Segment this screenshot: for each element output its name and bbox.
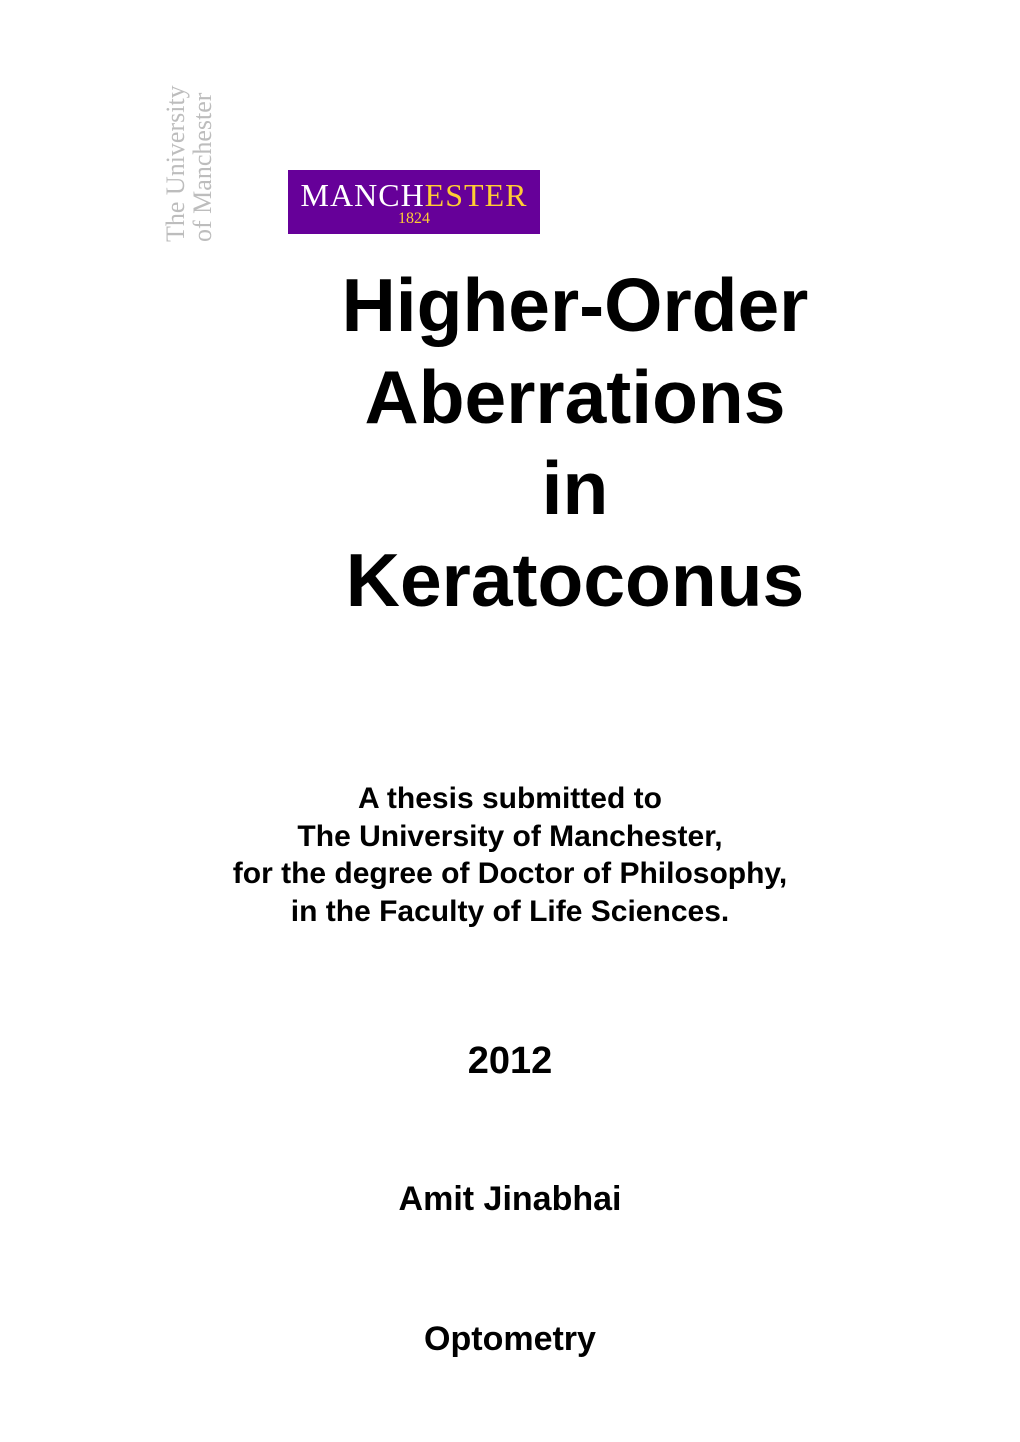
title-line-3: in (225, 443, 925, 535)
sideways-line-1: The University (162, 42, 189, 242)
title-line-2: Aberrations (225, 352, 925, 444)
submission-year: 2012 (150, 1040, 870, 1083)
subtitle-line-4: in the Faculty of Life Sciences. (150, 893, 870, 931)
logo-word-part-white: MANCH (301, 177, 425, 213)
logo-wordmark: MANCHESTER (301, 177, 528, 214)
sideways-line-2: of Manchester (189, 42, 216, 242)
title-line-4: Keratoconus (225, 535, 925, 627)
logo-word-part-gold: ESTER (425, 177, 528, 213)
subtitle-line-2: The University of Manchester, (150, 818, 870, 856)
thesis-subtitle: A thesis submitted to The University of … (150, 780, 870, 930)
department-name: Optometry (150, 1320, 870, 1359)
title-page: MANCHESTER 1824 The University of Manche… (0, 0, 1020, 1442)
subtitle-line-1: A thesis submitted to (150, 780, 870, 818)
university-name-sideways: The University of Manchester (162, 42, 230, 242)
logo-year: 1824 (398, 210, 430, 228)
author-name: Amit Jinabhai (150, 1180, 870, 1219)
subtitle-line-3: for the degree of Doctor of Philosophy, (150, 855, 870, 893)
thesis-title: Higher-Order Aberrations in Keratoconus (225, 260, 925, 626)
title-line-1: Higher-Order (225, 260, 925, 352)
university-logo: MANCHESTER 1824 (288, 170, 540, 234)
